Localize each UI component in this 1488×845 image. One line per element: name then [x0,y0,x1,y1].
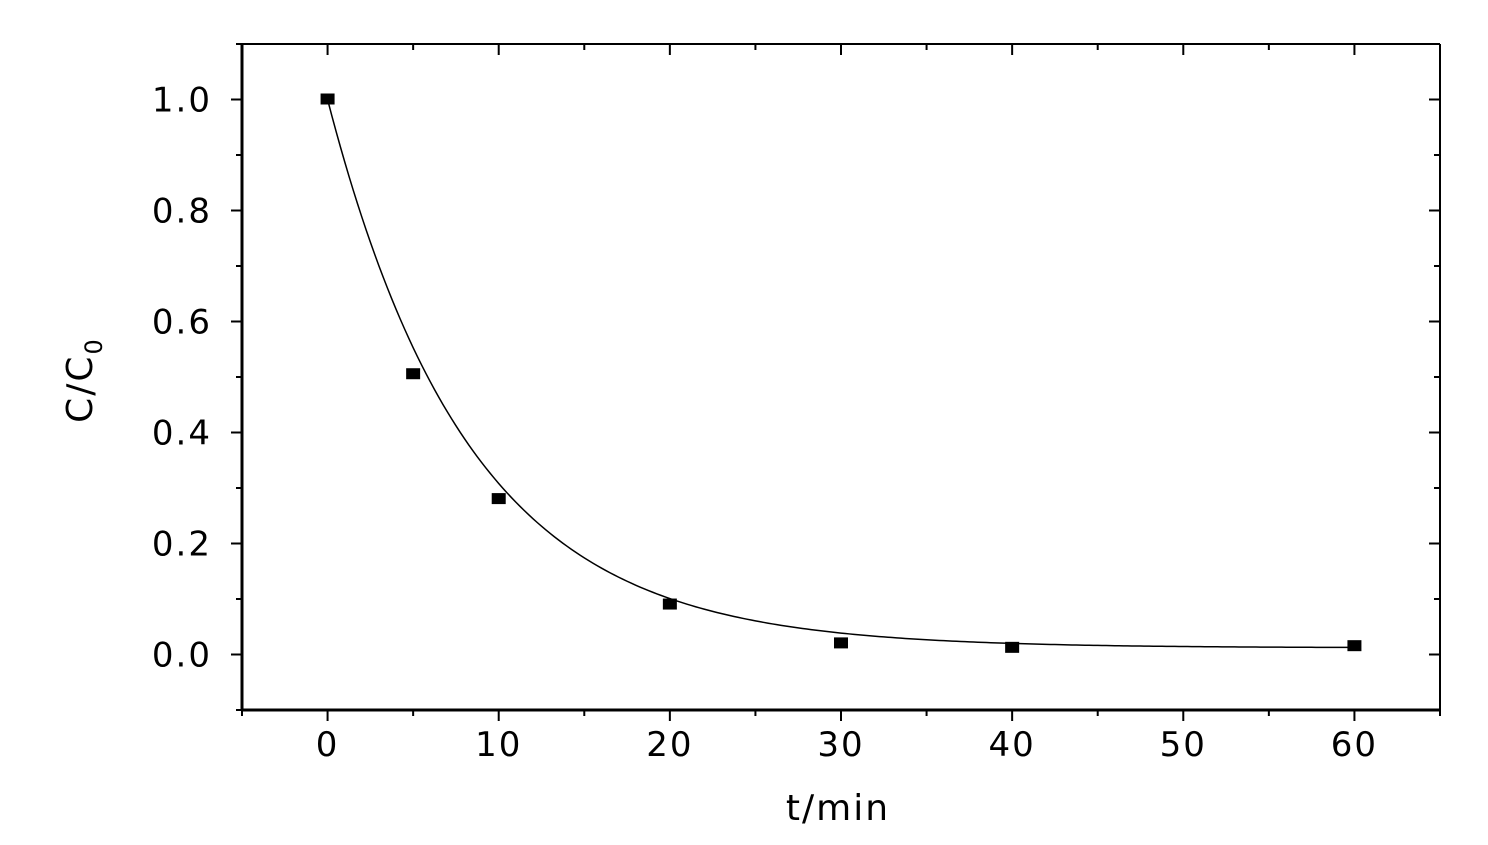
x-tick-label: 20 [646,725,693,765]
fit-curve [326,99,1355,649]
plot-frame [240,43,1441,712]
fit-curve-layer [326,99,1355,649]
data-point [320,93,335,105]
x-tick-label: 40 [989,725,1036,765]
y-tick-label: 0.4 [152,414,212,454]
data-point [1005,641,1020,653]
x-tick-label: 0 [316,725,340,765]
y-tick-label: 0.8 [152,192,212,232]
y-tick-labels: 0.0 0.2 0.4 0.6 0.8 1.0 [152,81,212,676]
y-tick-label: 0.6 [152,303,212,343]
y-tick-label: 1.0 [152,81,212,121]
y-tick-label: 0.2 [152,525,212,565]
x-tick-labels: 0 10 20 30 40 50 60 [316,725,1378,765]
x-tick-label: 50 [1160,725,1207,765]
x-tick-label: 30 [817,725,864,765]
axis-ticks [231,43,1441,721]
data-point [834,637,848,649]
y-axis-title: C/C0 [60,337,108,423]
data-points [320,93,1362,653]
x-tick-label: 60 [1331,725,1378,765]
data-point [662,598,677,610]
x-axis-title: t/min [786,788,890,829]
data-point [406,368,421,380]
data-point [1347,640,1362,652]
data-point [491,493,506,505]
y-tick-label: 0.0 [152,636,212,676]
x-tick-label: 10 [475,725,522,765]
y-axis-title-subscript: 0 [80,337,108,354]
y-axis-title-main: C/C [60,354,101,422]
